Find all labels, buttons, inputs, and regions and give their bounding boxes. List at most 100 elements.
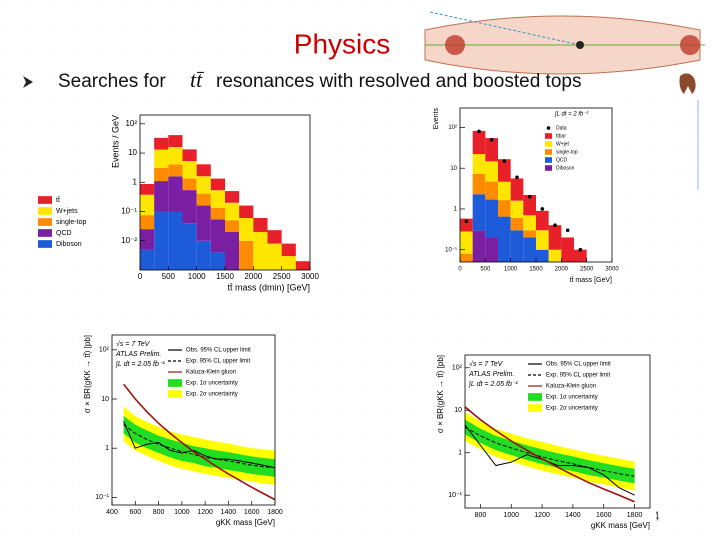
legend-label: single-top xyxy=(556,149,578,155)
x-tick-label: 3000 xyxy=(605,267,619,273)
annotation: ∫L dt = 2.05 fb⁻¹ xyxy=(468,381,519,388)
histogram-bar xyxy=(281,256,296,270)
plot-area xyxy=(465,406,635,503)
annotation: ATLAS Prelim. xyxy=(468,371,514,378)
bullet: Searches for tt̄ resonances with resolve… xyxy=(58,67,581,92)
x-tick-label: 1000 xyxy=(504,267,518,273)
slide-title: Physics xyxy=(294,28,390,59)
data-point xyxy=(527,194,532,199)
histogram-bar xyxy=(225,191,240,203)
x-tick-label: 1600 xyxy=(596,512,612,519)
histogram-bar xyxy=(196,164,211,177)
legend-swatch xyxy=(38,240,52,248)
histogram-bar xyxy=(239,218,254,241)
histogram-bar xyxy=(510,200,524,219)
legend-label: QCD xyxy=(56,230,72,237)
histogram-bar xyxy=(536,230,549,250)
histogram-bar xyxy=(485,138,498,162)
x-tick-label: 1000 xyxy=(174,509,190,516)
histogram-bar xyxy=(225,220,240,232)
histogram-bar xyxy=(182,149,197,162)
x-tick-label: 1000 xyxy=(503,512,519,519)
histogram-bar xyxy=(210,190,225,208)
bullet-symbol: tt̄ xyxy=(190,67,205,92)
histogram-bar xyxy=(182,223,197,270)
legend-swatch xyxy=(545,157,552,163)
histogram-bar xyxy=(472,173,486,195)
limit-line xyxy=(465,406,635,503)
data-point xyxy=(578,247,583,252)
x-tick-label: 2500 xyxy=(273,272,291,281)
legend-label: Obs. 95% CL upper limit xyxy=(546,362,611,368)
histogram-bar xyxy=(536,210,549,231)
x-tick-label: 1500 xyxy=(216,272,234,281)
y-tick-label: 1 xyxy=(105,445,109,452)
figure: 0 500 1000 1500 2000 2500 3000 10² 10 1 10⁻¹ 10⁻² tt… xyxy=(38,105,319,300)
histogram-bar xyxy=(225,231,240,270)
legend-swatch xyxy=(545,149,552,155)
legend-swatch xyxy=(38,229,52,237)
histogram-bar xyxy=(168,135,183,147)
annotation: √s = 7 TeV xyxy=(469,360,504,368)
y-axis-label: Events / GeV xyxy=(110,115,120,168)
y-tick-label: 10² xyxy=(448,125,457,131)
histogram-bar xyxy=(253,231,268,270)
histogram-bar xyxy=(196,205,211,241)
histogram-bar xyxy=(295,261,310,270)
legend-label: Kaluza-Klein gluon xyxy=(186,370,236,376)
y-tick-label: 10² xyxy=(452,365,463,372)
histogram-bar xyxy=(498,216,511,262)
legend-label: Exp. 95% CL upper limit xyxy=(546,373,610,379)
bullet-text: Searches for xyxy=(58,71,166,92)
histogram-bar xyxy=(196,176,211,194)
y-tick-label: 10 xyxy=(128,148,137,157)
histogram-bar xyxy=(182,178,197,191)
histogram-bar xyxy=(154,149,169,168)
data-point xyxy=(489,137,494,142)
histogram-bar xyxy=(485,199,498,238)
legend-swatch xyxy=(38,196,52,204)
histogram-bar xyxy=(485,161,498,182)
figure: 400 600 800 1000 1200 1400 1600 1800 10² 10 1 10⁻¹ g… xyxy=(78,325,283,535)
histogram-bar xyxy=(523,215,536,231)
histogram-bar xyxy=(140,229,155,250)
y-tick-label: 10⁻¹ xyxy=(95,494,109,501)
histogram-bar xyxy=(548,249,562,262)
legend-label: single-top xyxy=(56,219,86,226)
legend-label: Exp. 1σ uncertainty xyxy=(186,381,238,387)
histogram-bar xyxy=(182,161,197,179)
legend-label: Obs. 95% CL upper limit xyxy=(186,348,251,354)
limit-line xyxy=(123,421,275,469)
histogram-bar xyxy=(210,219,225,253)
x-tick-label: 1800 xyxy=(627,512,643,519)
histogram-bar xyxy=(168,176,183,212)
x-tick-label: 2000 xyxy=(555,267,569,273)
data-point xyxy=(502,159,507,163)
histogram-bar xyxy=(154,181,169,212)
y-tick-label: 10⁻¹ xyxy=(121,207,137,216)
histogram-bar xyxy=(472,154,486,174)
histogram-bar xyxy=(140,249,155,270)
histogram-bar xyxy=(210,178,225,191)
histogram-bar xyxy=(168,164,183,177)
histogram-bar xyxy=(548,225,562,250)
histogram-bar xyxy=(253,218,268,232)
x-tick-label: 800 xyxy=(475,512,487,519)
legend-swatch xyxy=(528,404,542,412)
legend-label: Kaluza-Klein gluon xyxy=(546,384,596,390)
histogram-bar xyxy=(485,237,498,262)
histogram-bar xyxy=(182,190,197,224)
histogram-bar xyxy=(523,230,536,238)
y-axis-label: σ × BR(gKK → tt̄) [pb] xyxy=(83,335,92,413)
x-tick-label: 800 xyxy=(153,509,165,516)
y-tick-label: 10² xyxy=(99,347,110,354)
histogram-bar xyxy=(210,207,225,220)
legend-label: Exp. 2σ uncertainty xyxy=(546,406,598,412)
y-tick-label: 1 xyxy=(133,177,138,186)
histogram-bar xyxy=(267,243,282,270)
plot-frame xyxy=(464,354,651,509)
histogram-bar xyxy=(281,243,296,257)
x-axis-label: gKK mass [GeV] xyxy=(591,521,650,530)
bullet-text: resonances with resolved and boosted top… xyxy=(216,71,581,92)
